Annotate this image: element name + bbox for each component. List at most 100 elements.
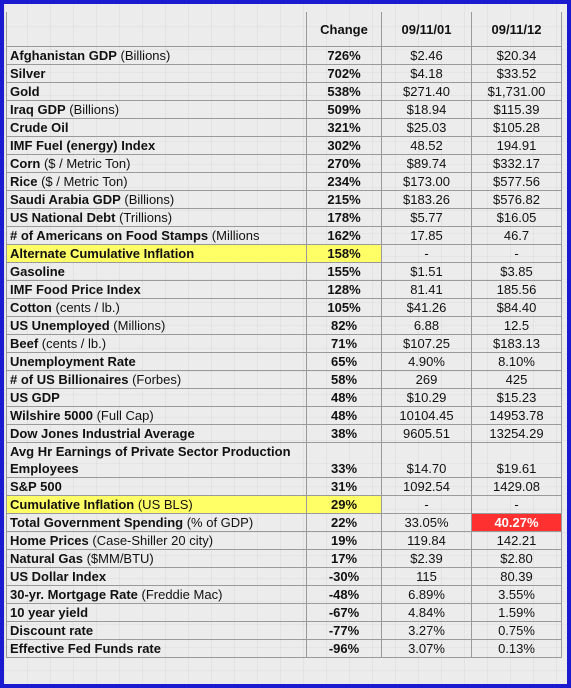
row-name: Home Prices — [10, 533, 89, 548]
row-value-2001: $5.77 — [381, 208, 472, 227]
row-value-2012: 12.5 — [471, 316, 562, 335]
table-row: Afghanistan GDP (Billions) 726% $2.46 $20.3… — [6, 46, 562, 65]
row-value-2001: 115 — [381, 567, 472, 586]
row-label: Gasoline — [6, 262, 307, 281]
row-value-2001: 9605.51 — [381, 424, 472, 443]
table-row: Natural Gas ($MM/BTU) 17% $2.39 $2.80 — [6, 549, 562, 568]
row-value-2001: 4.90% — [381, 352, 472, 371]
table-row: Gold 538% $271.40 $1,731.00 — [6, 82, 562, 101]
table-row: Effective Fed Funds rate -96% 3.07% 0.13% — [6, 639, 562, 658]
table-body: Afghanistan GDP (Billions) 726% $2.46 $20.3… — [6, 46, 562, 658]
table-row: Gasoline 155% $1.51 $3.85 — [6, 262, 562, 281]
table-row: Total Government Spending (% of GDP) 22% 3… — [6, 513, 562, 532]
row-label: Afghanistan GDP (Billions) — [6, 46, 307, 65]
row-label: 30-yr. Mortgage Rate (Freddie Mac) — [6, 585, 307, 604]
row-value-2012: 185.56 — [471, 280, 562, 299]
row-change: 128% — [306, 280, 382, 299]
row-value-2012: 0.13% — [471, 639, 562, 658]
row-change: -77% — [306, 621, 382, 640]
row-value-2001: - — [381, 495, 472, 514]
table-row: Beef (cents / lb.) 71% $107.25 $183.13 — [6, 334, 562, 353]
row-value-2012: $332.17 — [471, 154, 562, 173]
row-change: -30% — [306, 567, 382, 586]
row-change: 162% — [306, 226, 382, 245]
row-change: 58% — [306, 370, 382, 389]
row-label: Rice ($ / Metric Ton) — [6, 172, 307, 191]
row-change: 234% — [306, 172, 382, 191]
row-label: Dow Jones Industrial Average — [6, 424, 307, 443]
row-value-2012: 1.59% — [471, 603, 562, 622]
row-change: 22% — [306, 513, 382, 532]
table-row: US Unemployed (Millions) 82% 6.88 12.5 — [6, 316, 562, 335]
table-row: Saudi Arabia GDP (Billions) 215% $183.26 $5… — [6, 190, 562, 209]
row-label: IMF Fuel (energy) Index — [6, 136, 307, 155]
row-change: 302% — [306, 136, 382, 155]
row-label: Wilshire 5000 (Full Cap) — [6, 406, 307, 425]
row-name: Silver — [10, 66, 46, 81]
row-label: Saudi Arabia GDP (Billions) — [6, 190, 307, 209]
table-row: # of US Billionaires (Forbes) 58% 269 425 — [6, 370, 562, 389]
row-unit: (Full Cap) — [92, 408, 154, 423]
row-value-2012: 142.21 — [471, 531, 562, 550]
row-change: 158% — [306, 244, 382, 263]
table-row: Avg Hr Earnings of Private Sector Produc… — [6, 442, 562, 478]
row-name: Total Government Spending — [10, 515, 184, 530]
table-row: Rice ($ / Metric Ton) 234% $173.00 $577.56 — [6, 172, 562, 191]
row-value-2012: $19.61 — [471, 442, 562, 478]
table-row: Silver 702% $4.18 $33.52 — [6, 64, 562, 83]
row-value-2001: $2.39 — [381, 549, 472, 568]
header-item — [6, 12, 307, 47]
row-name: US GDP — [10, 390, 60, 405]
table-row: Cumulative Inflation (US BLS) 29% - - — [6, 495, 562, 514]
row-label: S&P 500 — [6, 477, 307, 496]
row-change: 29% — [306, 495, 382, 514]
row-value-2001: 17.85 — [381, 226, 472, 245]
row-value-2012: 80.39 — [471, 567, 562, 586]
row-name: Beef — [10, 336, 39, 351]
row-value-2012: $84.40 — [471, 298, 562, 317]
row-unit: (Millions — [208, 228, 260, 243]
row-change: 509% — [306, 100, 382, 119]
row-change: 48% — [306, 388, 382, 407]
table-row: IMF Fuel (energy) Index 302% 48.52 194.91 — [6, 136, 562, 155]
row-value-2012: $3.85 — [471, 262, 562, 281]
row-change: 270% — [306, 154, 382, 173]
row-change: 82% — [306, 316, 382, 335]
row-name: Discount rate — [10, 623, 94, 638]
row-change: 71% — [306, 334, 382, 353]
row-value-2001: 119.84 — [381, 531, 472, 550]
row-change: 38% — [306, 424, 382, 443]
row-value-2012: $115.39 — [471, 100, 562, 119]
row-value-2001: 1092.54 — [381, 477, 472, 496]
row-name: 30-yr. Mortgage Rate — [10, 587, 138, 602]
row-label: Total Government Spending (% of GDP) — [6, 513, 307, 532]
row-name: Afghanistan GDP — [10, 48, 117, 63]
row-name: Effective Fed Funds rate — [10, 641, 161, 656]
row-change: 31% — [306, 477, 382, 496]
table-row: US National Debt (Trillions) 178% $5.77 $16… — [6, 208, 562, 227]
row-value-2012: $33.52 — [471, 64, 562, 83]
row-name: Iraq GDP — [10, 102, 66, 117]
row-label: # of US Billionaires (Forbes) — [6, 370, 307, 389]
table-row: Discount rate -77% 3.27% 0.75% — [6, 621, 562, 640]
table-row: # of Americans on Food Stamps (Millions 1… — [6, 226, 562, 245]
row-label: Corn ($ / Metric Ton) — [6, 154, 307, 173]
row-value-2012: $577.56 — [471, 172, 562, 191]
table-row: Cotton (cents / lb.) 105% $41.26 $84.40 — [6, 298, 562, 317]
table-row: Home Prices (Case-Shiller 20 city) 19% 119… — [6, 531, 562, 550]
table-row: Alternate Cumulative Inflation 158% - - — [6, 244, 562, 263]
row-change: 155% — [306, 262, 382, 281]
row-label: Effective Fed Funds rate — [6, 639, 307, 658]
row-value-2012: $183.13 — [471, 334, 562, 353]
row-name: # of Americans on Food Stamps — [10, 228, 209, 243]
row-name: Wilshire 5000 — [10, 408, 93, 423]
row-name: Natural Gas — [10, 551, 83, 566]
row-name: IMF Food Price Index — [10, 282, 141, 297]
row-change: 215% — [306, 190, 382, 209]
row-unit: (Trillions) — [115, 210, 173, 225]
row-label: Iraq GDP (Billions) — [6, 100, 307, 119]
row-value-2001: 48.52 — [381, 136, 472, 155]
row-change: 105% — [306, 298, 382, 317]
row-change: 33% — [306, 442, 382, 478]
row-value-2001: 6.89% — [381, 585, 472, 604]
